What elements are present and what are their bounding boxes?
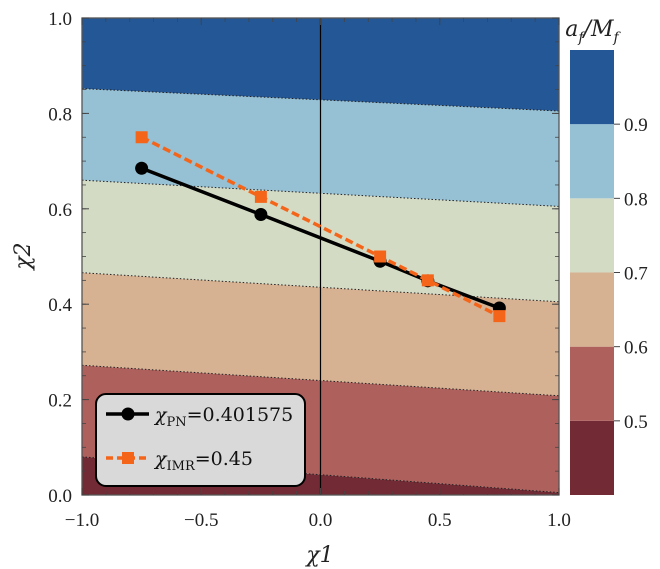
legend-entry-pn: χPN=0.401575 — [106, 404, 293, 430]
y-tick-label-3: 0.6 — [48, 200, 72, 221]
y-axis-label: χ2 — [11, 242, 36, 271]
legend-marker-pn — [121, 407, 135, 421]
legend-label-imr: χIMR=0.45 — [153, 448, 253, 474]
series-1 — [135, 131, 506, 323]
colorbar-segment-1 — [570, 346, 614, 421]
colorbar-tick-label-0: 0.5 — [624, 412, 648, 433]
colorbar-title: af/Mf — [565, 17, 621, 46]
x-tick-label-3: 0.5 — [428, 510, 452, 531]
x-tick-label-2: 0.0 — [309, 510, 333, 531]
colorbar-segment-4 — [570, 124, 614, 199]
series-1-point-0 — [135, 131, 148, 144]
y-tick-label-1: 0.2 — [48, 391, 72, 412]
series-1-point-4 — [493, 310, 506, 323]
legend: χPN=0.401575 χIMR=0.45 — [95, 393, 306, 487]
colorbar-tick-label-3: 0.8 — [624, 189, 648, 210]
colorbar-segment-2 — [570, 272, 614, 347]
x-tick-label-0: −1.0 — [65, 510, 99, 531]
legend-label-pn: χPN=0.401575 — [153, 404, 293, 430]
series-1-point-2 — [374, 250, 387, 263]
colorbar-segment-3 — [570, 198, 614, 273]
series-1-point-3 — [421, 274, 434, 287]
colorbar-tick-label-4: 0.9 — [624, 115, 648, 136]
x-axis: −1.0 −0.5 0.0 0.5 1.0 — [65, 18, 571, 531]
colorbar-segment-0 — [570, 420, 614, 495]
y-axis: 0.0 0.2 0.4 0.6 0.8 1.0 — [48, 9, 559, 507]
colorbar-tick-label-1: 0.6 — [624, 338, 648, 359]
y-tick-label-4: 0.8 — [48, 104, 72, 125]
colorbar-segment-5 — [570, 50, 614, 125]
series-1-point-1 — [254, 190, 267, 203]
series-layer — [135, 131, 506, 323]
legend-marker-imr — [122, 452, 134, 464]
y-tick-label-2: 0.4 — [48, 295, 72, 316]
series-0-point-0 — [135, 161, 149, 175]
y-tick-label-0: 0.0 — [48, 486, 72, 507]
x-tick-label-1: −0.5 — [184, 510, 218, 531]
colorbar: 0.5 0.6 0.7 0.8 0.9 — [570, 50, 648, 495]
colorbar-tick-label-2: 0.7 — [624, 264, 648, 285]
x-axis-label: χ1 — [304, 543, 333, 568]
x-tick-label-4: 1.0 — [547, 510, 571, 531]
series-0-point-1 — [254, 208, 268, 222]
legend-entry-imr: χIMR=0.45 — [106, 448, 253, 474]
y-tick-label-5: 1.0 — [48, 9, 72, 30]
legend-box — [95, 393, 306, 487]
